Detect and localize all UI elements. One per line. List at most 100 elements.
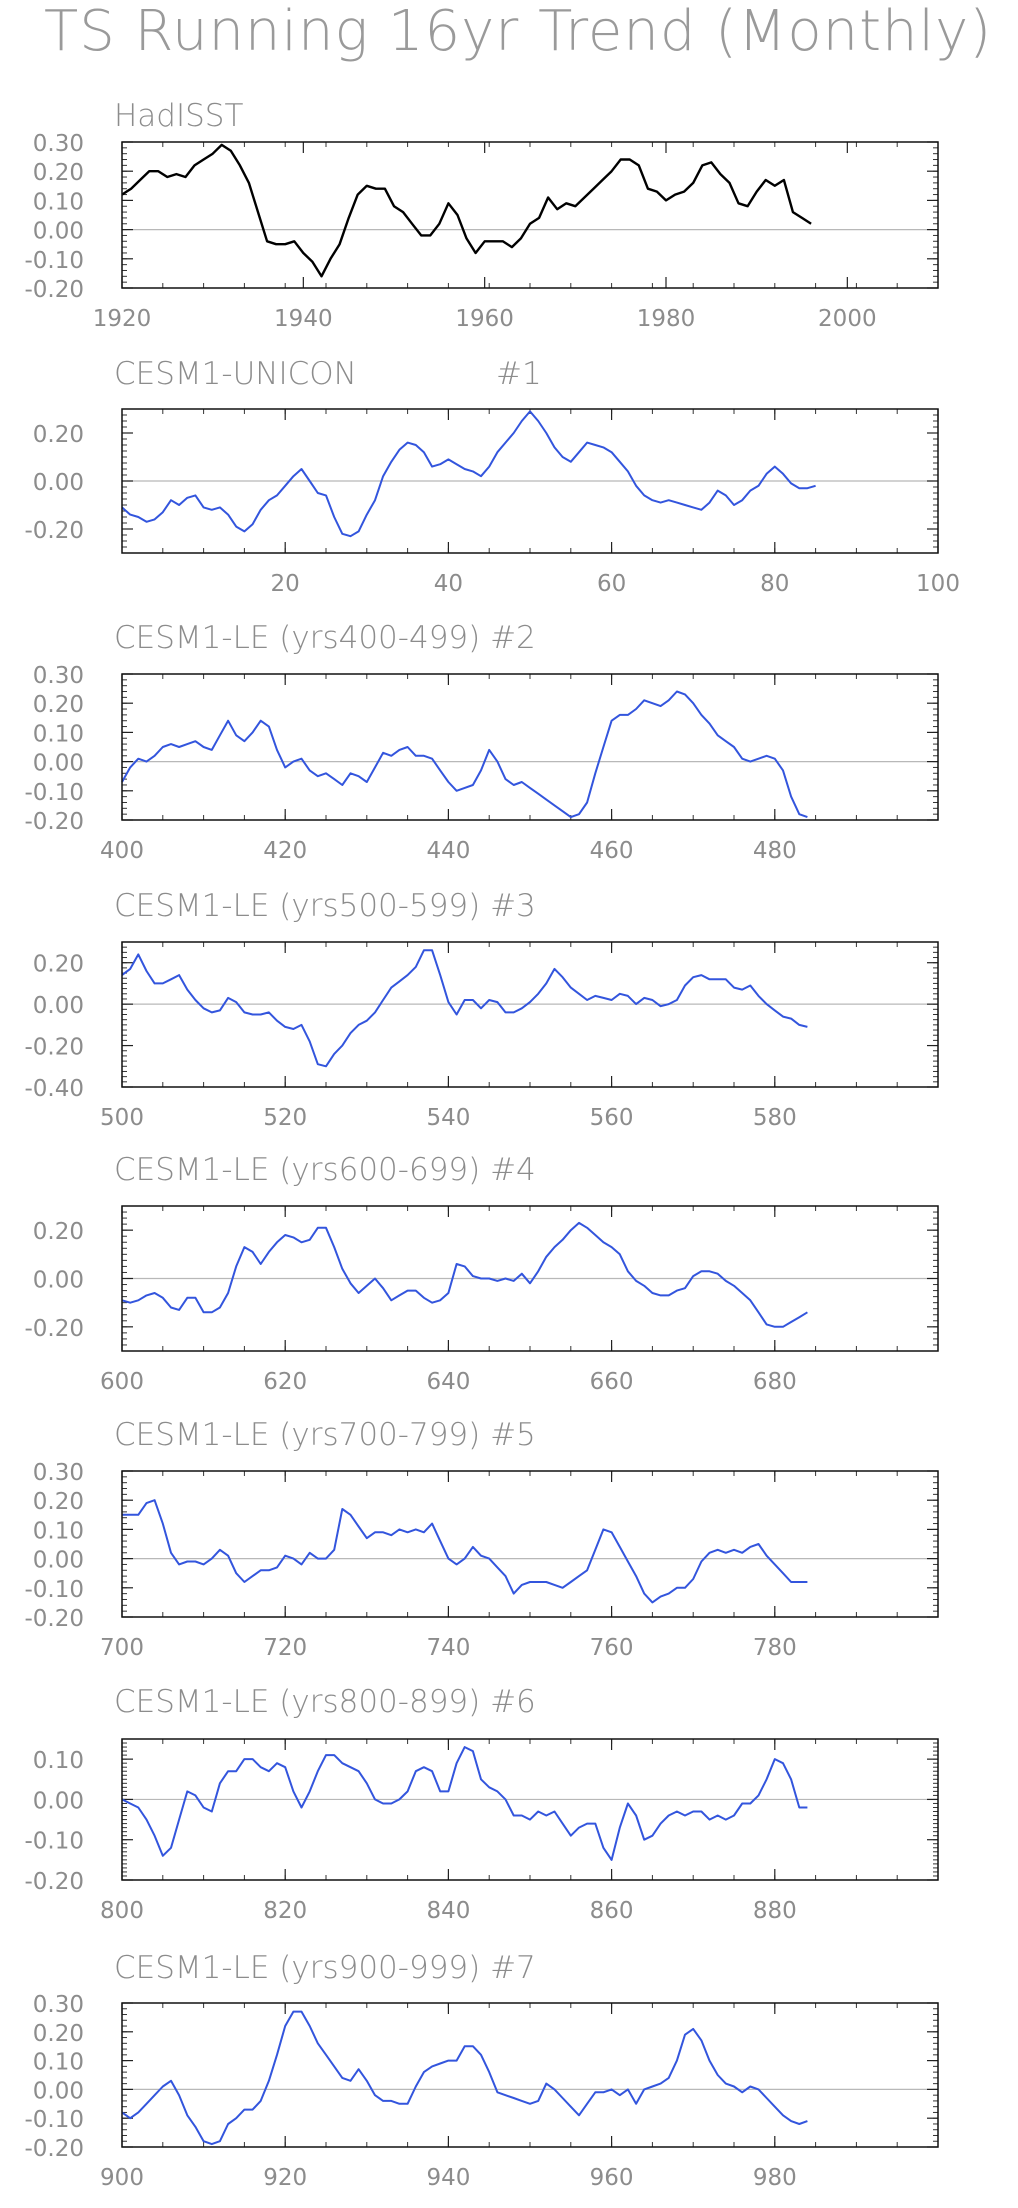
x-tick-label: 480 bbox=[753, 838, 797, 864]
chart-panel-7: CESM1-LE (yrs900-999) #7-0.20-0.100.000.… bbox=[24, 1950, 939, 2191]
y-tick-label: 0.20 bbox=[33, 160, 84, 186]
y-tick-label: 0.20 bbox=[33, 422, 84, 448]
x-tick-label: 580 bbox=[753, 1105, 797, 1131]
x-tick-label: 460 bbox=[590, 838, 634, 864]
x-tick-label: 2000 bbox=[818, 306, 877, 332]
series-line-0 bbox=[121, 949, 808, 1068]
x-tick-label: 860 bbox=[590, 1898, 634, 1924]
x-tick-label: 60 bbox=[597, 571, 626, 597]
y-tick-label: 0.00 bbox=[33, 219, 84, 245]
y-tick-label: -0.20 bbox=[24, 1035, 84, 1061]
y-tick-label: 0.30 bbox=[33, 663, 84, 689]
y-tick-label: 0.10 bbox=[33, 721, 84, 747]
x-tick-label: 880 bbox=[753, 1898, 797, 1924]
x-tick-label: 680 bbox=[753, 1369, 797, 1395]
plot-frame bbox=[121, 941, 939, 1088]
y-tick-label: -0.20 bbox=[24, 2136, 84, 2162]
y-tick-label: -0.20 bbox=[24, 518, 84, 544]
x-tick-label: 800 bbox=[100, 1898, 144, 1924]
plot-frame bbox=[121, 1470, 939, 1618]
x-tick-label: 1960 bbox=[455, 306, 514, 332]
y-tick-label: 0.00 bbox=[33, 993, 84, 1019]
y-tick-label: 0.20 bbox=[33, 952, 84, 978]
main-title: TS Running 16yr Trend (Monthly) bbox=[44, 0, 993, 64]
panel-title: CESM1-LE (yrs600-699) #4 bbox=[114, 1152, 536, 1188]
y-tick-label: 0.00 bbox=[33, 1268, 84, 1294]
x-tick-label: 980 bbox=[753, 2165, 797, 2191]
x-tick-label: 540 bbox=[426, 1105, 470, 1131]
x-tick-label: 40 bbox=[434, 571, 463, 597]
chart-panel-0: HadISST -0.20 -0.10 0.00 0.10 0.20 0.30 1920 194… bbox=[24, 98, 939, 332]
chart-panel-6: CESM1-LE (yrs800-899) #6 -0.20 -0.10 0.00 0.… bbox=[24, 1684, 939, 1924]
x-tick-label: 760 bbox=[590, 1635, 634, 1661]
x-tick-label: 780 bbox=[753, 1635, 797, 1661]
x-tick-label: 100 bbox=[916, 571, 960, 597]
y-tick-label: -0.10 bbox=[24, 1829, 84, 1855]
x-tick-label: 900 bbox=[100, 2165, 144, 2191]
y-tick-label: 0.20 bbox=[33, 1219, 84, 1245]
chart-panel-2: CESM1-LE (yrs400-499) #2 -0.20 -0.10 0.00 0.… bbox=[24, 620, 939, 864]
series-line-0 bbox=[121, 143, 812, 278]
y-tick-label: 0.20 bbox=[33, 2021, 84, 2047]
x-tick-label: 940 bbox=[426, 2165, 470, 2191]
panel-title: CESM1-LE (yrs500-599) #3 bbox=[114, 888, 536, 924]
y-tick-label: -0.40 bbox=[24, 1076, 84, 1102]
x-tick-label: 1920 bbox=[93, 306, 152, 332]
plot-frame bbox=[121, 1205, 939, 1352]
x-tick-label: 20 bbox=[271, 571, 300, 597]
x-tick-label: 620 bbox=[263, 1369, 307, 1395]
y-tick-label: 0.30 bbox=[33, 1992, 84, 2018]
y-tick-label: 0.30 bbox=[33, 131, 84, 157]
y-tick-label: 0.20 bbox=[33, 1489, 84, 1515]
x-tick-label: 520 bbox=[263, 1105, 307, 1131]
x-tick-label: 400 bbox=[100, 838, 144, 864]
panel-title: CESM1-LE (yrs900-999) #7 bbox=[114, 1950, 536, 1986]
y-tick-label: 0.10 bbox=[33, 189, 84, 215]
series-line-0 bbox=[122, 1499, 808, 1604]
panel-title: CESM1-LE (yrs800-899) #6 bbox=[114, 1684, 536, 1720]
x-tick-label: 920 bbox=[263, 2165, 307, 2191]
plot-frame bbox=[121, 1738, 939, 1881]
y-tick-label: -0.10 bbox=[24, 2107, 84, 2133]
x-tick-label: 560 bbox=[590, 1105, 634, 1131]
y-tick-label: -0.20 bbox=[24, 277, 84, 303]
y-tick-label: -0.20 bbox=[24, 809, 84, 835]
y-tick-label: 0.20 bbox=[33, 692, 84, 718]
y-tick-label: -0.20 bbox=[24, 1316, 84, 1342]
panel-run-label: #1 bbox=[496, 356, 542, 392]
series-line-0 bbox=[121, 690, 808, 819]
x-tick-label: 840 bbox=[426, 1898, 470, 1924]
plot-frame bbox=[121, 673, 939, 821]
y-tick-label: -0.20 bbox=[24, 1606, 84, 1632]
plot-frame bbox=[121, 2002, 939, 2148]
x-tick-label: 1980 bbox=[637, 306, 696, 332]
y-tick-label: -0.10 bbox=[24, 780, 84, 806]
y-tick-label: 0.10 bbox=[33, 1748, 84, 1774]
x-tick-label: 700 bbox=[100, 1635, 144, 1661]
y-tick-label: 0.00 bbox=[33, 1788, 84, 1814]
x-tick-label: 500 bbox=[100, 1105, 144, 1131]
plot-frame bbox=[121, 141, 939, 289]
y-tick-label: 0.00 bbox=[33, 1548, 84, 1574]
x-tick-label: 1940 bbox=[274, 306, 333, 332]
plot-frame bbox=[121, 408, 939, 554]
series-line-0 bbox=[121, 1746, 808, 1861]
panel-title: CESM1-LE (yrs700-799) #5 bbox=[114, 1417, 536, 1453]
chart-panel-1: CESM1-UNICON #1 -0.20 0.00 0.20 20 40 60 80 100 bbox=[24, 356, 959, 597]
series-line-0 bbox=[121, 2010, 808, 2146]
x-tick-label: 420 bbox=[263, 838, 307, 864]
x-tick-label: 960 bbox=[590, 2165, 634, 2191]
y-tick-label: 0.10 bbox=[33, 2050, 84, 2076]
y-tick-label: 0.00 bbox=[33, 2078, 84, 2104]
panel-title: CESM1-UNICON bbox=[114, 356, 357, 392]
y-tick-label: -0.10 bbox=[24, 248, 84, 274]
x-tick-label: 720 bbox=[263, 1635, 307, 1661]
series-line-0 bbox=[121, 410, 816, 538]
x-tick-label: 600 bbox=[100, 1369, 144, 1395]
y-tick-label: 0.10 bbox=[33, 1518, 84, 1544]
y-tick-label: -0.20 bbox=[24, 1869, 84, 1895]
x-tick-label: 80 bbox=[760, 571, 789, 597]
y-tick-label: -0.10 bbox=[24, 1577, 84, 1603]
x-tick-label: 660 bbox=[590, 1369, 634, 1395]
